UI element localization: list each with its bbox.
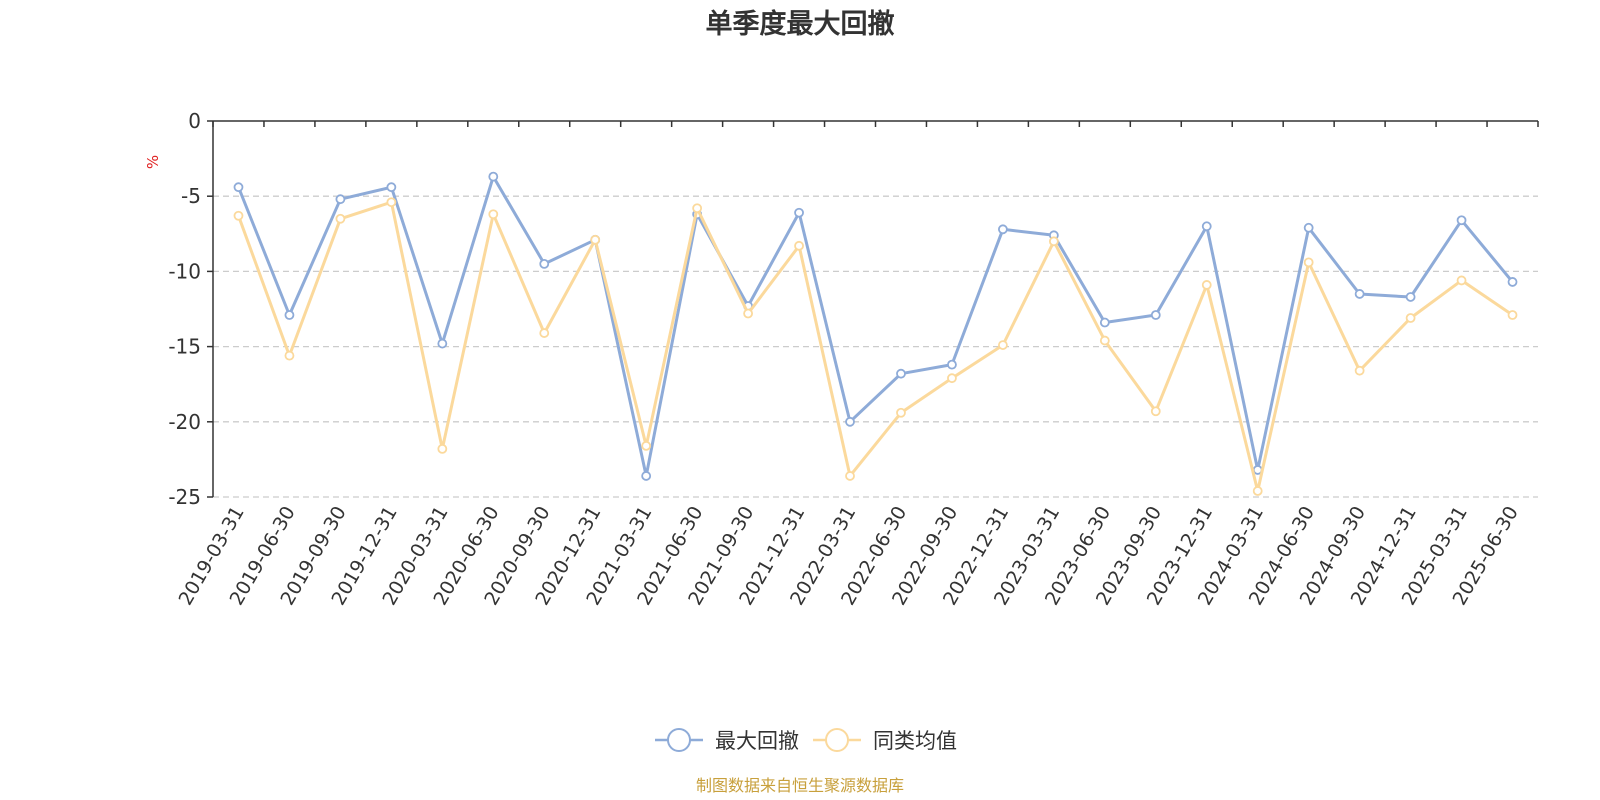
series-2-point [845,471,855,481]
series-1-point [437,338,448,349]
data-source-note: 制图数据来自恒生聚源数据库 [696,776,904,795]
series-1-point [335,194,346,205]
series-1-point [896,368,906,379]
series-1-point [998,224,1008,235]
series-2-point [437,443,448,454]
series-2-point [1150,406,1161,417]
legend[interactable]: 最大回撤 同类均值 [655,728,957,753]
series-1-point [1099,317,1110,328]
y-tick-label: -25 [168,485,201,509]
x-tick-labels: 2019-03-312019-06-302019-09-302019-12-31… [175,502,1523,609]
y-axis-unit: % [144,155,162,169]
legend-label: 最大回撤 [715,729,799,753]
series-2-point [947,373,957,384]
series-2-point [1354,365,1365,376]
legend-item-1[interactable]: 最大回撤 [655,728,799,753]
y-tick-label: -20 [168,410,201,434]
series-2-point [1405,313,1416,323]
series-2-point [1507,310,1518,320]
series-2-point [488,209,499,220]
series-1-point [284,310,295,320]
y-tick-label: 0 [188,109,201,133]
y-tick-label: -15 [168,335,201,359]
series-1-point [488,171,499,182]
series-1-point [233,182,244,193]
series-2-point [284,350,295,361]
series-2-point [692,203,703,214]
axes [207,120,1539,498]
series-2-point [386,197,397,208]
series-2-point [1099,335,1110,346]
grid-lines [213,195,1538,498]
series-1-point [1150,310,1161,320]
legend-swatch-marker [825,728,849,752]
series-group [233,171,1518,496]
series-2-point [1252,486,1263,496]
series-1-point [1201,221,1212,232]
series-2-point [794,240,804,251]
series-1-point [1405,292,1416,302]
series-line-2 [237,200,1514,493]
series-1-point [947,359,957,370]
series-2-point [1201,280,1212,290]
series-2-point [1048,236,1059,247]
y-tick-label: -5 [181,184,201,208]
series-2-point [590,234,601,245]
legend-swatch-marker [667,728,691,752]
series-1-point [794,207,804,218]
legend-item-2[interactable]: 同类均值 [813,728,957,753]
series-1-point [1354,289,1365,299]
series-1-point [1507,277,1518,287]
series-2-point [998,340,1008,350]
series-2-point [896,407,906,418]
series-2-point [233,210,244,221]
y-tick-label: -10 [168,259,201,283]
series-1-point [1303,222,1314,233]
legend-label: 同类均值 [873,729,957,753]
series-1-point [641,471,652,481]
series-2-point [1303,257,1314,268]
series-1-point [1456,215,1467,226]
series-line-1 [237,175,1514,478]
y-tick-labels: 0 -5 -10 -15 -20 -25 [168,109,201,509]
series-2-point [641,440,652,451]
series-2-point [743,308,753,319]
series-1-point [539,258,550,269]
series-1-point [845,416,855,427]
series-2-point [539,328,550,338]
series-2-point [1456,275,1467,286]
chart-title: 单季度最大回撤 [706,8,895,40]
series-2-point [335,213,346,224]
series-1-point [386,182,397,193]
